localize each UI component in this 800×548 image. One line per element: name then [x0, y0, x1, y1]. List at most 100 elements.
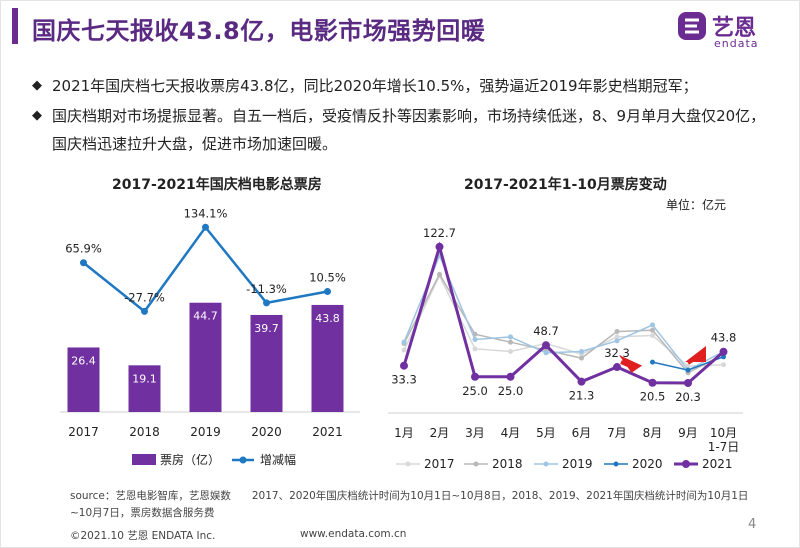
logo-subtext: endata: [714, 37, 759, 50]
chart2-data-label: 32.3: [604, 346, 630, 360]
chart2-data-label: 20.3: [675, 390, 701, 404]
chart2-legend-label-2021: 2021: [702, 457, 733, 471]
chart2-x-tick: 1-7日: [708, 440, 740, 454]
chart2-series-2019: [403, 253, 724, 372]
chart2-x-tick: 8月: [643, 426, 663, 440]
chart1-growth-line: [82, 225, 328, 314]
chart1-title: 2017-2021年国庆档电影总票房: [112, 177, 322, 193]
chart1-bar-2018: [128, 365, 161, 412]
chart1-bar-2017: [67, 347, 100, 412]
page-number: 4: [748, 517, 757, 532]
chart2-point-2020: [721, 354, 726, 360]
chart2-point-2019: [472, 337, 478, 343]
chart1-bar-2021: [311, 304, 344, 412]
chart2-point-2017: [401, 347, 407, 353]
chart2-x-tick: 5月: [536, 426, 556, 440]
chart1-legend-marker: [239, 456, 247, 464]
title-accent-bar: [12, 8, 18, 44]
page-title: 国庆七天报收43.8亿，电影市场强势回暖: [32, 17, 486, 45]
chart2-legend-label-2017: 2017: [424, 457, 455, 471]
bullet-item-1: ◆ 2021年国庆档七天报收票房43.8亿，同比2020年增长10.5%，强势逼…: [32, 72, 772, 100]
chart2-x-tick: 3月: [465, 426, 485, 440]
chart2-point-2018: [650, 327, 655, 333]
chart1-growth-label: 134.1%: [184, 206, 228, 220]
chart2-legend-marker-2019: [543, 461, 549, 467]
endata-logo: [678, 12, 706, 40]
bullet-item-2: ◆ 国庆档期对市场提振显著。自五一档后，受疫情反扑等因素影响，市场持续低迷，8、…: [32, 102, 772, 158]
chart2-data-label: 25.0: [462, 384, 488, 398]
chart2-point-2018: [437, 271, 442, 277]
chart1-legend-swatch-bar: [132, 454, 156, 465]
chart2-title: 2017-2021年1-10月票房变动: [464, 177, 667, 193]
chart2-series-2018: [403, 272, 724, 374]
chart1-x-tick: 2021: [312, 425, 343, 439]
chart1-x-tick: 2019: [190, 425, 221, 439]
chart2-arrow-up-icon: [685, 345, 706, 365]
chart1-growth-point: [141, 307, 148, 315]
chart2-legend-label-2018: 2018: [492, 457, 523, 471]
chart1-bar-label: 44.7: [193, 310, 218, 323]
source-note: source：艺恩电影智库，艺恩娱数 2017、2020年国庆档统计时间为10月…: [70, 490, 749, 519]
chart2-data-label: 25.0: [498, 384, 524, 398]
chart2-x-tick: 6月: [572, 426, 592, 440]
chart1-growth-label: 65.9%: [65, 242, 102, 256]
chart2-point-2021: [577, 377, 586, 386]
chart1-x-tick: 2020: [251, 425, 282, 439]
chart2-point-2017: [508, 348, 513, 354]
chart2-data-label: 43.8: [711, 331, 737, 345]
chart2-legend-label-2019: 2019: [562, 457, 593, 471]
chart2-arrow-down-icon: [619, 355, 643, 373]
chart2-point-2017: [472, 346, 478, 352]
chart2-point-2020: [650, 359, 655, 365]
copyright: ©2021.10 艺恩 ENDATA Inc.: [70, 530, 216, 542]
chart1-legend-line: 增减幅: [260, 452, 296, 467]
chart1-legend-bar: 票房（亿）: [160, 452, 220, 467]
logo-icon-stripes: [685, 18, 699, 34]
bullet-diamond-icon: ◆: [32, 108, 42, 123]
website-url: www.endata.com.cn: [300, 528, 407, 540]
chart1-growth-label: -27.7%: [124, 290, 165, 304]
chart2-point-2021: [435, 242, 444, 251]
chart1-bar-label: 43.8: [315, 312, 340, 325]
chart2-point-2021: [613, 363, 621, 372]
chart1-x-tick: 2018: [129, 425, 160, 439]
chart1-bar-2019: [189, 302, 222, 412]
chart1-bar-2020: [250, 314, 283, 412]
chart2-point-2019: [508, 334, 513, 340]
chart2-data-label: 21.3: [569, 389, 595, 403]
chart2-x-tick: 1月: [394, 426, 414, 440]
chart2-x-tick: 2月: [430, 426, 450, 440]
chart2-point-2018: [579, 355, 584, 361]
chart2-legend-marker-2018: [473, 461, 479, 467]
bullet-diamond-icon: ◆: [32, 78, 42, 93]
chart1-svg: 26.4 2017 19.1 2018 44.7 2019 39.7 2020 43.8 2021…: [60, 206, 360, 467]
chart2-legend-marker-2017: [405, 461, 411, 467]
chart2-point-2019: [650, 322, 655, 328]
chart1-growth-point: [202, 223, 209, 231]
chart2-point-2021: [471, 372, 479, 381]
chart2-x-tick: 4月: [501, 426, 521, 440]
chart1-growth-point: [324, 288, 331, 296]
chart2-data-label: 122.7: [423, 226, 456, 240]
chart2-point-2017: [650, 333, 655, 339]
chart2-point-2019: [401, 339, 407, 345]
chart2-legend-marker-2021: [682, 460, 690, 468]
chart2-point-2017: [721, 362, 726, 368]
chart2-point-2021: [400, 361, 408, 370]
chart2-point-2021: [648, 378, 657, 387]
bullet-text-1: 2021年国庆档七天报收票房43.8亿，同比2020年增长10.5%，强势逼近2…: [52, 77, 698, 95]
chart2-x-tick: 10月: [710, 426, 737, 440]
chart2-data-label: 20.5: [640, 390, 666, 404]
chart1-bar-label: 19.1: [132, 372, 157, 385]
chart2-legend-marker-2020: [613, 461, 619, 467]
chart2-point-2021: [542, 341, 550, 350]
chart2-svg: 1月 2月 3月 4月 5月 6月 7月 8月 9月 10月1-7日 33.3 122.7 25.0 25…: [388, 226, 743, 471]
chart2-x-tick: 9月: [678, 426, 698, 440]
chart2-point-2021: [684, 379, 692, 388]
chart1-growth-point: [80, 259, 87, 267]
chart2-point-2018: [508, 339, 513, 345]
chart2-point-2020: [685, 367, 691, 373]
chart2-point-2019: [614, 338, 620, 344]
chart2-point-2019: [543, 350, 549, 356]
chart1-growth-point: [263, 299, 270, 307]
